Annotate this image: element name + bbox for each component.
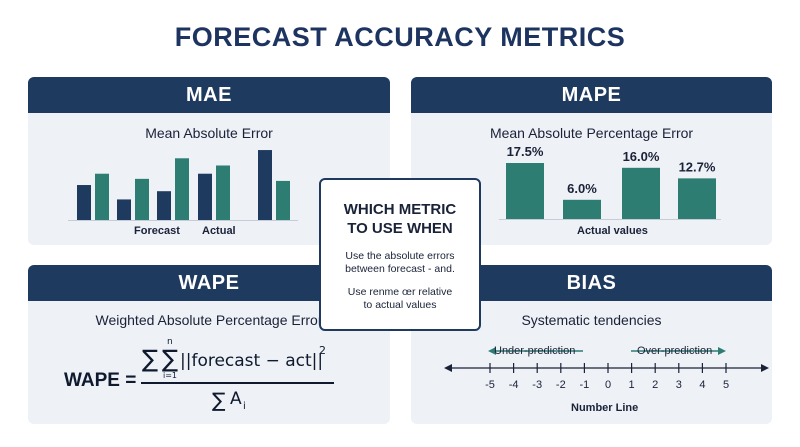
mae-bar-chart [68, 150, 298, 221]
mae-actual-bar [135, 178, 149, 220]
center-text-2-line-1: Use renme œr relative [347, 286, 453, 298]
center-title-line-1: WHICH METRIC [343, 201, 457, 218]
under-prediction-label: Under-prediction [494, 345, 576, 357]
mape-value-label: 17.5% [507, 144, 544, 159]
mae-legend-actual: Actual [202, 225, 236, 237]
number-line-tick-label: -4 [509, 379, 519, 391]
mae-actual-bar [276, 180, 290, 220]
mae-card: MAE Mean Absolute Error Forecast Actual [28, 77, 390, 245]
formula-numerator: ||forecast − act|| [180, 351, 324, 371]
formula-fraction-bar [141, 382, 334, 384]
mae-forecast-bar [77, 185, 91, 220]
formula-upper-limit: n [167, 337, 173, 347]
mae-actual-bar [175, 158, 189, 220]
number-line-tick-label: -2 [556, 379, 566, 391]
mape-value-label: 6.0% [567, 181, 597, 196]
page-title: FORECAST ACCURACY METRICS [174, 22, 626, 52]
mae-actual-bar [95, 173, 109, 220]
center-text-2: Use renme œr relative to actual values [321, 286, 479, 312]
number-line-tick-label: 3 [676, 379, 682, 391]
mape-bar-chart: 17.5% 6.0% 16.0% 12.7% [499, 144, 721, 220]
mape-bar [563, 199, 601, 219]
mape-subtitle: Mean Absolute Percentage Error [489, 125, 694, 141]
mape-value-label: 12.7% [679, 159, 716, 174]
bias-subtitle: Systematic tendencies [521, 312, 662, 328]
bias-number-line: -5 -4 -3 -2 -1 0 1 2 3 4 5 [444, 347, 769, 391]
number-line-right-arrowhead [761, 364, 769, 372]
center-text-2-line-2: to actual values [363, 299, 437, 311]
formula-denominator: A [230, 389, 242, 409]
center-text-1-line-2: between forecast - and. [345, 263, 455, 275]
mae-forecast-bar [258, 150, 272, 220]
wape-subtitle: Weighted Absolute Percentage Error [95, 312, 323, 328]
center-title-line-2: TO USE WHEN [347, 220, 453, 237]
number-line-tick-label: 1 [629, 379, 635, 391]
mape-bar [678, 178, 716, 219]
over-prediction-arrowhead [718, 347, 726, 355]
formula-sum-2: ∑ [162, 345, 179, 373]
mae-actual-bar [216, 165, 230, 220]
number-line-tick-label: 5 [723, 379, 729, 391]
mape-bar [506, 163, 544, 219]
formula-denominator-sum: ∑ [212, 388, 226, 412]
center-title: WHICH METRIC TO USE WHEN [321, 200, 479, 238]
mae-header: MAE [28, 77, 390, 113]
mae-forecast-bar [198, 173, 212, 220]
formula-denominator-sub: i [243, 401, 246, 412]
number-line-left-arrowhead [444, 364, 452, 372]
number-line-tick-label: 0 [605, 379, 611, 391]
center-text-1-line-1: Use the absolute errors [345, 250, 455, 262]
over-prediction-label: Over-prediction [637, 345, 713, 357]
formula-power: 2 [319, 344, 326, 357]
mape-xlabel: Actual values [577, 225, 648, 237]
mae-forecast-bar [117, 199, 131, 220]
mape-value-label: 16.0% [623, 149, 660, 164]
number-line-tick-label: 2 [652, 379, 658, 391]
formula-lhs: WAPE = [64, 370, 137, 391]
number-line-tick-label: -5 [485, 379, 495, 391]
mape-bar [622, 167, 660, 219]
mae-subtitle: Mean Absolute Error [145, 125, 273, 141]
under-prediction-arrowhead [488, 347, 496, 355]
mape-card: MAPE Mean Absolute Percentage Error 17.5… [411, 77, 772, 245]
number-line-tick-label: 4 [699, 379, 705, 391]
number-line-label: Number Line [571, 402, 639, 414]
center-text-1: Use the absolute errors between forecast… [321, 250, 479, 276]
mae-forecast-bar [157, 191, 171, 220]
number-line-tick-label: -3 [532, 379, 542, 391]
mape-header: MAPE [411, 77, 772, 113]
formula-lower-limit: i=1 [163, 371, 178, 380]
number-line-tick-label: -1 [580, 379, 590, 391]
mae-legend-forecast: Forecast [134, 225, 180, 237]
formula-sum-1: ∑ [142, 345, 159, 373]
which-metric-box: WHICH METRIC TO USE WHEN Use the absolut… [319, 178, 481, 331]
